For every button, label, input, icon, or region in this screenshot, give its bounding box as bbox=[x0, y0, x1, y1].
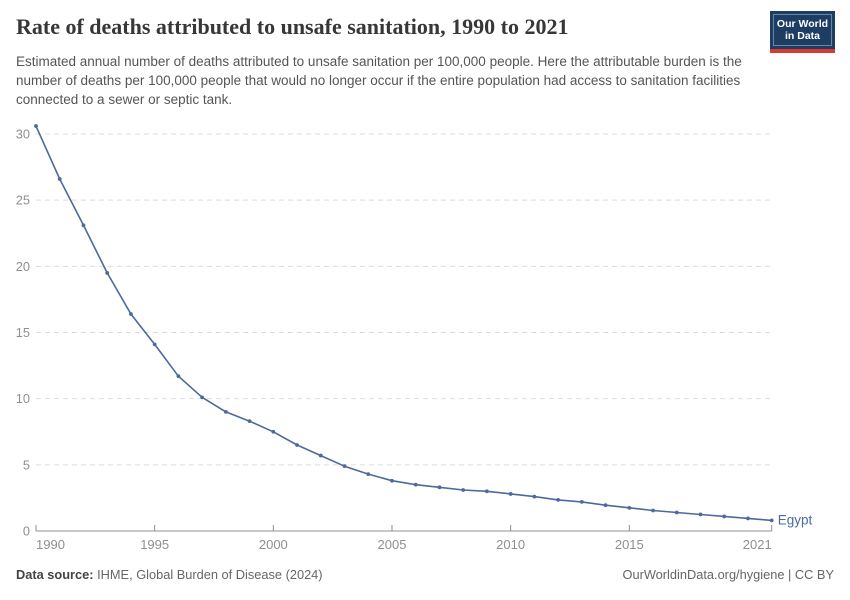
y-axis-tick-label: 20 bbox=[16, 259, 30, 274]
data-point[interactable] bbox=[176, 374, 181, 379]
data-point[interactable] bbox=[105, 271, 110, 275]
series-end-label[interactable]: Egypt bbox=[778, 512, 813, 527]
data-point[interactable] bbox=[81, 223, 86, 228]
data-point[interactable] bbox=[57, 177, 62, 181]
data-source-note: Data source: IHME, Global Burden of Dise… bbox=[16, 567, 323, 582]
data-point[interactable] bbox=[366, 472, 371, 476]
data-point[interactable] bbox=[627, 505, 632, 510]
x-axis-tick-label: 2010 bbox=[496, 537, 525, 552]
y-axis-tick-label: 5 bbox=[23, 457, 30, 472]
data-point[interactable] bbox=[152, 342, 157, 347]
y-axis-tick-label: 25 bbox=[16, 193, 30, 208]
data-point[interactable] bbox=[318, 453, 323, 458]
owid-logo-frame: Our World in Data bbox=[773, 14, 832, 46]
chart-subtitle: Estimated annual number of deaths attrib… bbox=[16, 54, 742, 108]
data-point[interactable] bbox=[34, 124, 38, 128]
data-point[interactable] bbox=[651, 508, 655, 513]
chart-footer: Data source: IHME, Global Burden of Dise… bbox=[16, 567, 834, 582]
data-point[interactable] bbox=[603, 503, 608, 508]
owid-logo-line2: in Data bbox=[784, 30, 820, 42]
x-axis-tick-label: 1990 bbox=[36, 537, 65, 552]
y-axis-tick-label: 15 bbox=[16, 325, 30, 340]
y-axis-tick-label: 30 bbox=[16, 127, 30, 142]
data-point[interactable] bbox=[271, 429, 276, 434]
data-point[interactable] bbox=[390, 478, 394, 483]
data-point[interactable] bbox=[746, 516, 750, 521]
data-point[interactable] bbox=[556, 498, 561, 502]
data-point[interactable] bbox=[579, 499, 584, 504]
x-axis-tick-label: 1995 bbox=[140, 537, 169, 552]
data-point[interactable] bbox=[461, 488, 466, 492]
data-point[interactable] bbox=[485, 489, 489, 494]
data-source-label: Data source: bbox=[16, 567, 94, 582]
data-point[interactable] bbox=[342, 464, 347, 469]
data-point[interactable] bbox=[722, 514, 727, 519]
data-point[interactable] bbox=[200, 395, 205, 400]
data-point[interactable] bbox=[223, 410, 228, 414]
x-axis-tick-label: 2015 bbox=[615, 537, 644, 552]
owid-logo-line1: Our World bbox=[776, 17, 829, 30]
data-point[interactable] bbox=[698, 512, 703, 517]
data-point[interactable] bbox=[413, 482, 418, 487]
data-point[interactable] bbox=[674, 510, 679, 515]
y-axis-tick-label: 0 bbox=[23, 524, 30, 539]
data-point[interactable] bbox=[437, 485, 442, 490]
x-axis-tick-label: 2021 bbox=[743, 537, 772, 552]
series-line-egypt[interactable] bbox=[35, 125, 773, 522]
y-axis-tick-label: 10 bbox=[16, 391, 30, 406]
page-title: Rate of deaths attributed to unsafe sani… bbox=[16, 14, 569, 39]
owid-logo: Our World in Data bbox=[770, 11, 835, 53]
data-point[interactable] bbox=[129, 312, 133, 316]
data-source-text: IHME, Global Burden of Disease (2024) bbox=[93, 567, 323, 582]
x-axis-tick-label: 2000 bbox=[259, 537, 288, 552]
data-point[interactable] bbox=[247, 419, 252, 424]
license-note: OurWorldinData.org/hygiene | CC BY bbox=[622, 567, 835, 582]
data-point[interactable] bbox=[769, 518, 774, 523]
data-point[interactable] bbox=[532, 494, 537, 499]
data-point[interactable] bbox=[295, 443, 299, 447]
data-point[interactable] bbox=[508, 492, 513, 496]
x-axis-tick-label: 2005 bbox=[378, 537, 407, 552]
